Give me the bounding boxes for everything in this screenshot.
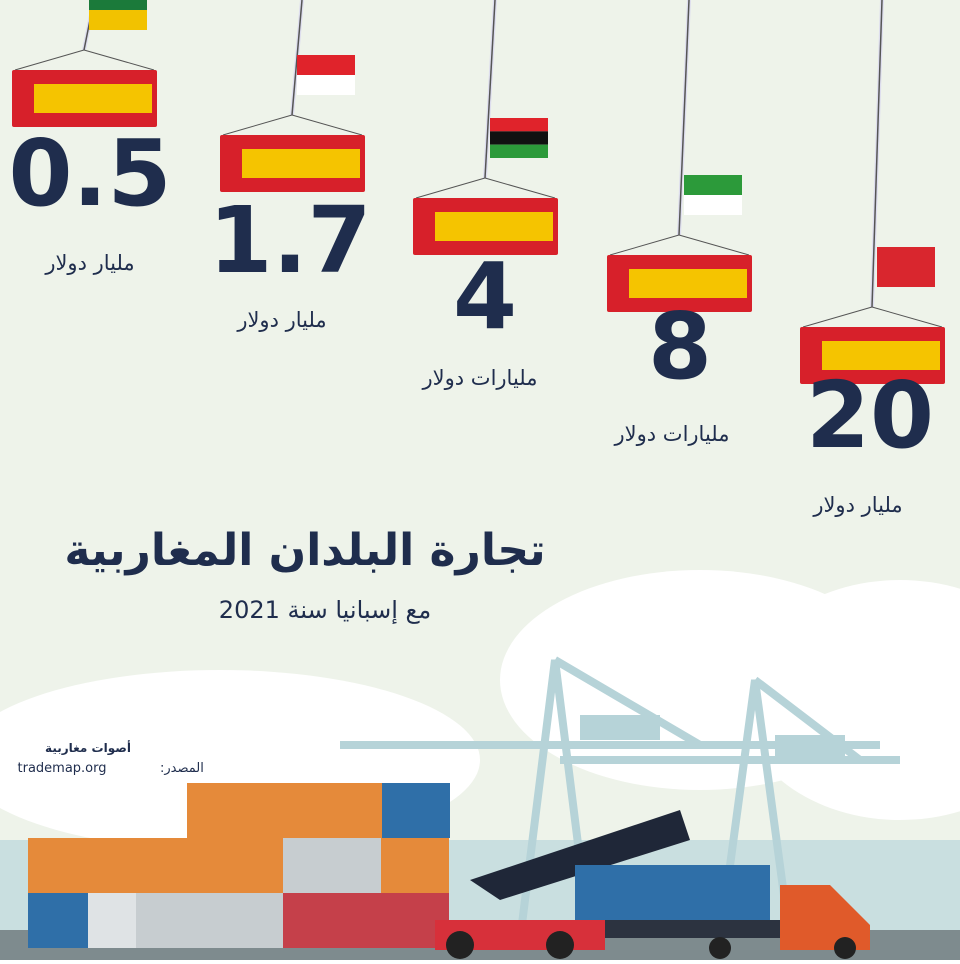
unit: مليار دولار bbox=[236, 308, 326, 332]
sling bbox=[14, 49, 155, 71]
value: 0.5 bbox=[9, 120, 172, 227]
sling bbox=[609, 234, 750, 256]
flag bbox=[877, 267, 935, 287]
container-stripe bbox=[629, 269, 747, 298]
unit: مليارات دولار bbox=[422, 366, 538, 390]
source-site: trademap.org bbox=[18, 761, 107, 776]
cable bbox=[871, 0, 883, 308]
flag bbox=[490, 118, 548, 132]
flag bbox=[684, 195, 742, 215]
unit: مليار دولار bbox=[44, 251, 134, 275]
value: 4 bbox=[453, 243, 517, 350]
flag bbox=[297, 75, 355, 95]
sling bbox=[415, 177, 556, 199]
container-stripe bbox=[242, 149, 360, 178]
value: 8 bbox=[648, 293, 712, 400]
cable bbox=[484, 0, 496, 179]
flag bbox=[89, 0, 147, 10]
unit: مليار دولار bbox=[812, 493, 902, 517]
logo: أصوات مغاربية bbox=[45, 740, 131, 756]
items: 0.5 مليار دولار 1.7 مليار دولار 4 مليارات دول… bbox=[9, 0, 945, 517]
unit: مليارات دولار bbox=[614, 422, 730, 446]
flag bbox=[490, 144, 548, 158]
sling bbox=[802, 306, 943, 328]
flag bbox=[297, 55, 355, 75]
cable bbox=[678, 0, 690, 236]
flag bbox=[877, 247, 935, 267]
subtitle: مع إسبانيا سنة 2021 bbox=[219, 596, 431, 625]
container-stripe bbox=[435, 212, 553, 241]
sling bbox=[222, 114, 363, 136]
port-scene bbox=[0, 570, 960, 960]
container-stripe bbox=[34, 84, 152, 113]
value: 1.7 bbox=[209, 187, 372, 294]
container-stripe bbox=[822, 341, 940, 370]
source-label: المصدر: bbox=[160, 761, 204, 776]
value: 20 bbox=[806, 362, 934, 469]
flag bbox=[684, 175, 742, 195]
flag bbox=[490, 131, 548, 145]
flag bbox=[89, 10, 147, 30]
title: تجارة البلدان المغاربية bbox=[64, 525, 545, 576]
